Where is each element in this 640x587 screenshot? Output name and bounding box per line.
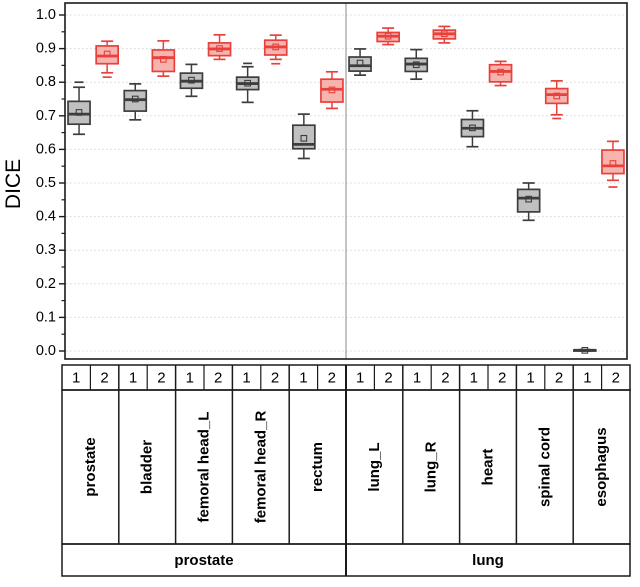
- series-cell-label: 1: [470, 370, 478, 387]
- box-lung_L-2: [376, 27, 400, 46]
- organ-label: bladder: [139, 440, 156, 494]
- series-cell-label: 2: [441, 370, 449, 387]
- series-cell-label: 1: [583, 370, 591, 387]
- series-cell-label: 1: [299, 370, 307, 387]
- series-cell-label: 2: [384, 370, 392, 387]
- mean-marker: [581, 346, 589, 354]
- y-tick-label: 0.5: [36, 175, 56, 191]
- box-bladder-2: [151, 40, 176, 78]
- group-label: lung: [472, 552, 504, 569]
- iqr-box: [292, 124, 316, 150]
- series-cell-label: 1: [356, 370, 364, 387]
- box-esophagus-1: [572, 346, 597, 354]
- y-tick-label: 0.7: [36, 108, 56, 124]
- mean-marker: [497, 68, 504, 76]
- series-cell-label: 2: [612, 370, 620, 387]
- organ-label: lung_L: [366, 442, 383, 491]
- box-femoral-head_L-2: [207, 33, 232, 61]
- series-cell-label: 1: [72, 370, 80, 387]
- mean-marker: [272, 43, 280, 51]
- box-femoral-head_R-1: [235, 62, 260, 104]
- box-esophagus-2: [601, 140, 625, 188]
- box-heart-1: [460, 109, 485, 148]
- series-cell-label: 2: [328, 370, 336, 387]
- y-tick-label: 0.9: [36, 41, 56, 57]
- y-tick-label: 0.3: [36, 242, 56, 258]
- box-rectum-2: [320, 70, 344, 110]
- mean-marker: [244, 79, 252, 87]
- organ-label: esophagus: [593, 427, 610, 506]
- mean-marker: [609, 160, 617, 167]
- mean-marker: [412, 61, 420, 69]
- iqr-box: [488, 63, 513, 83]
- y-tick-label: 0.1: [36, 309, 56, 325]
- organ-label: lung_R: [423, 441, 440, 492]
- box-femoral-head_L-1: [179, 63, 204, 98]
- mean-marker: [216, 45, 223, 52]
- y-tick-label: 1.0: [36, 7, 56, 23]
- mean-marker: [188, 76, 195, 84]
- mean-marker: [440, 30, 448, 38]
- y-tick-label: 0.6: [36, 141, 56, 157]
- organ-label: femoral head_L: [196, 412, 213, 523]
- organ-label: rectum: [309, 442, 326, 492]
- mean-marker: [160, 56, 167, 63]
- plot-frame: [64, 2, 628, 360]
- box-lung_L-1: [348, 48, 372, 76]
- mean-marker: [300, 134, 308, 142]
- series-cell-label: 1: [186, 370, 194, 387]
- iqr-box: [516, 188, 541, 213]
- series-cell-label: 2: [157, 370, 165, 387]
- organ-label: femoral head_R: [252, 411, 269, 524]
- box-lung_R-2: [432, 25, 457, 44]
- mean-marker: [384, 32, 392, 40]
- series-cell-label: 2: [100, 370, 108, 387]
- box-prostate-2: [95, 40, 120, 79]
- series-cell-label: 1: [413, 370, 421, 387]
- series-cell-label: 1: [129, 370, 137, 387]
- box-heart-2: [488, 60, 513, 87]
- mean-marker: [553, 92, 561, 100]
- mean-marker: [356, 59, 364, 67]
- mean-marker: [75, 109, 83, 116]
- box-bladder-1: [123, 83, 148, 121]
- series-cell-label: 2: [271, 370, 279, 387]
- iqr-box: [348, 56, 372, 72]
- series-cell-label: 2: [498, 370, 506, 387]
- mean-marker: [328, 86, 336, 94]
- box-spinal-cord-2: [544, 80, 569, 120]
- series-cell-label: 1: [242, 370, 250, 387]
- organ-label: heart: [480, 449, 497, 486]
- box-femoral-head_R-2: [263, 34, 288, 65]
- mean-marker: [525, 195, 532, 203]
- iqr-box: [151, 49, 176, 73]
- iqr-box: [601, 149, 625, 175]
- box-spinal-cord-1: [516, 182, 541, 222]
- box-lung_R-1: [404, 48, 429, 81]
- series-cell-label: 2: [214, 370, 222, 387]
- group-label: prostate: [174, 552, 233, 569]
- y-tick-label: 0.4: [36, 209, 56, 225]
- series-cell-label: 1: [526, 370, 534, 387]
- organ-label: prostate: [82, 437, 99, 496]
- y-tick-label: 0.0: [36, 343, 56, 359]
- box-prostate-1: [67, 81, 91, 136]
- mean-marker: [103, 50, 111, 58]
- organ-label: spinal cord: [536, 427, 553, 507]
- box-rectum-1: [292, 113, 316, 160]
- y-tick-label: 0.2: [36, 276, 56, 292]
- mean-marker: [469, 124, 476, 132]
- series-cell-label: 2: [555, 370, 563, 387]
- y-tick-label: 0.8: [36, 74, 56, 90]
- mean-marker: [131, 95, 139, 103]
